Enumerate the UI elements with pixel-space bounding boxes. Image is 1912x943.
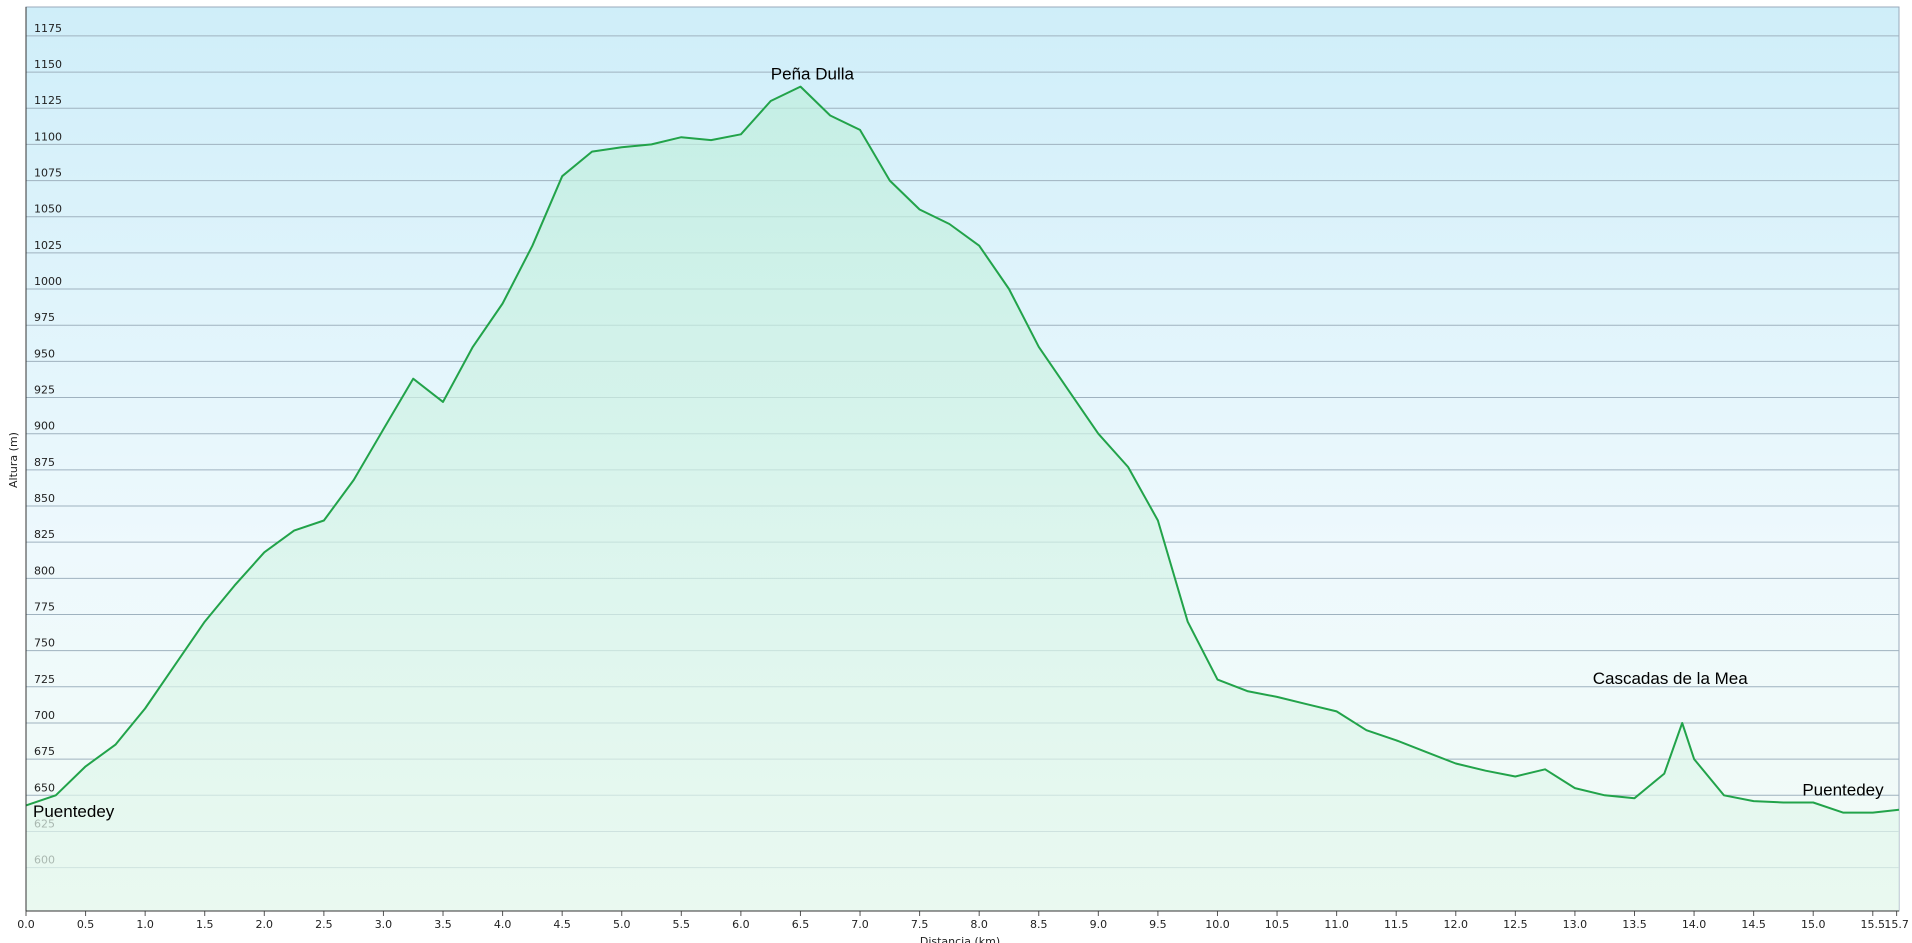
x-tick-label: 6.0 <box>732 918 750 931</box>
x-tick-label: 11.0 <box>1324 918 1349 931</box>
x-tick-label: 9.0 <box>1090 918 1108 931</box>
y-tick-label: 650 <box>34 781 55 794</box>
x-tick-label: 15.7 <box>1884 918 1909 931</box>
x-tick-label: 12.5 <box>1503 918 1528 931</box>
x-tick-label: 13.5 <box>1622 918 1647 931</box>
x-tick-label: 5.0 <box>613 918 631 931</box>
x-tick-label: 1.5 <box>196 918 214 931</box>
x-tick-label: 11.5 <box>1384 918 1409 931</box>
area-shade <box>26 86 1899 912</box>
annotation: Cascadas de la Mea <box>1593 669 1749 688</box>
y-tick-label: 725 <box>34 673 55 686</box>
y-tick-label: 750 <box>34 637 55 650</box>
y-tick-label: 875 <box>34 456 55 469</box>
y-tick-label: 800 <box>34 564 55 577</box>
x-tick-label: 10.5 <box>1265 918 1290 931</box>
x-tick-label: 7.0 <box>851 918 869 931</box>
x-tick-label: 0.5 <box>77 918 95 931</box>
y-tick-label: 1025 <box>34 239 62 252</box>
y-tick-label: 1000 <box>34 275 62 288</box>
x-tick-label: 12.0 <box>1444 918 1469 931</box>
x-tick-label: 8.0 <box>970 918 988 931</box>
x-tick-label: 3.0 <box>375 918 393 931</box>
y-tick-label: 1075 <box>34 167 62 180</box>
x-tick-label: 4.5 <box>553 918 571 931</box>
x-tick-label: 4.0 <box>494 918 512 931</box>
x-tick-label: 9.5 <box>1149 918 1167 931</box>
x-tick-label: 15.5 <box>1861 918 1886 931</box>
y-tick-label: 1050 <box>34 203 62 216</box>
y-tick-label: 700 <box>34 709 55 722</box>
x-tick-label: 3.5 <box>434 918 452 931</box>
y-tick-label: 850 <box>34 492 55 505</box>
y-tick-label: 675 <box>34 745 55 758</box>
y-tick-label: 950 <box>34 347 55 360</box>
x-tick-label: 2.5 <box>315 918 333 931</box>
x-tick-label: 7.5 <box>911 918 929 931</box>
x-tick-label: 15.0 <box>1801 918 1826 931</box>
y-tick-label: 1125 <box>34 94 62 107</box>
y-tick-label: 900 <box>34 420 55 433</box>
y-tick-label: 925 <box>34 384 55 397</box>
x-tick-label: 14.0 <box>1682 918 1707 931</box>
x-axis-label: Distancia (km) <box>920 935 1000 943</box>
x-tick-label: 5.5 <box>673 918 691 931</box>
elevation-line <box>25 85 1900 814</box>
x-tick-label: 10.0 <box>1205 918 1230 931</box>
y-tick-label: 775 <box>34 600 55 613</box>
annotation: Puentedey <box>1802 780 1884 799</box>
y-tick-label: 825 <box>34 528 55 541</box>
annotation: Puentedey <box>33 802 115 821</box>
y-tick-label: 1100 <box>34 130 62 143</box>
y-tick-label: 975 <box>34 311 55 324</box>
x-tick-label: 1.0 <box>136 918 154 931</box>
x-tick-label: 6.5 <box>792 918 810 931</box>
x-tick-label: 13.0 <box>1563 918 1588 931</box>
y-axis-label: Altura (m) <box>7 432 20 488</box>
y-tick-label: 1175 <box>34 22 62 35</box>
x-tick-label: 14.5 <box>1741 918 1766 931</box>
y-tick-label: 1150 <box>34 58 62 71</box>
annotation: Peña Dulla <box>771 64 855 83</box>
x-tick-label: 8.5 <box>1030 918 1048 931</box>
x-tick-label: 0.0 <box>17 918 35 931</box>
x-tick-label: 2.0 <box>256 918 274 931</box>
